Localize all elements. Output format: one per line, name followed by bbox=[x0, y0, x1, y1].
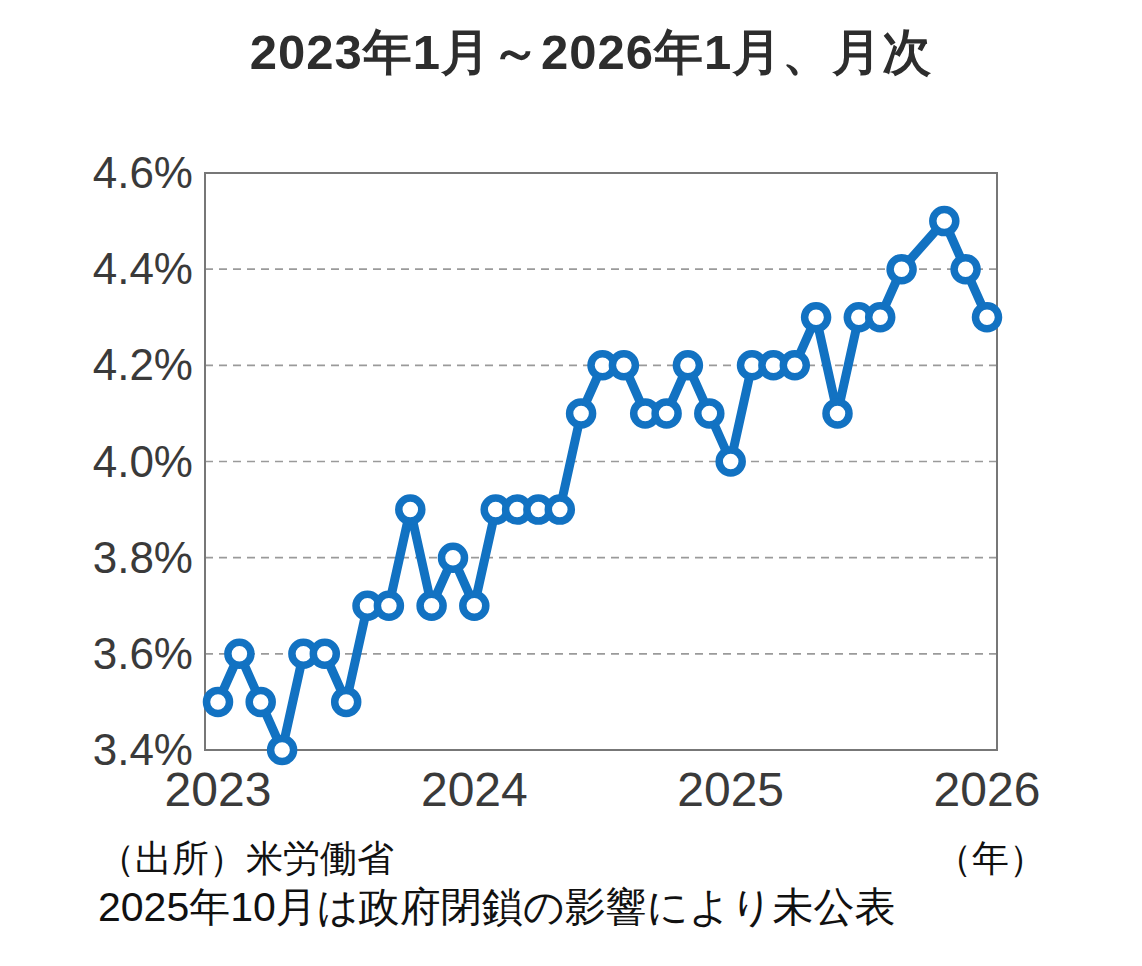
data-point-2023-10 bbox=[399, 498, 422, 521]
data-point-2025-05 bbox=[805, 306, 828, 329]
y-tick-3.8: 3.8% bbox=[25, 530, 193, 586]
data-point-2024-11 bbox=[676, 354, 699, 377]
unemployment-rate-line bbox=[218, 221, 987, 750]
data-point-2025-01 bbox=[719, 450, 742, 473]
data-point-2026-01 bbox=[976, 306, 999, 329]
y-tick-4: 4.0% bbox=[25, 434, 193, 490]
data-point-2023-03 bbox=[249, 690, 272, 713]
x-tick-2023: 2023 bbox=[153, 762, 283, 817]
data-point-2023-06 bbox=[313, 642, 336, 665]
data-point-2023-07 bbox=[335, 690, 358, 713]
data-point-2024-01 bbox=[463, 594, 486, 617]
x-tick-2024: 2024 bbox=[409, 762, 539, 817]
data-point-2023-01 bbox=[207, 690, 230, 713]
footnote-shutdown: 2025年10月は政府閉鎖の影響により未公表 bbox=[98, 880, 896, 935]
data-point-2023-04 bbox=[271, 739, 294, 762]
data-point-2025-12 bbox=[954, 258, 977, 281]
data-point-2024-06 bbox=[570, 402, 593, 425]
x-axis-unit-label: （年） bbox=[935, 834, 1046, 884]
data-point-2023-02 bbox=[228, 642, 251, 665]
data-point-2023-11 bbox=[420, 594, 443, 617]
data-point-2024-10 bbox=[655, 402, 678, 425]
data-point-2023-12 bbox=[442, 546, 465, 569]
y-tick-4.6: 4.6% bbox=[25, 145, 193, 201]
x-tick-2025: 2025 bbox=[666, 762, 796, 817]
y-tick-4.2: 4.2% bbox=[25, 337, 193, 393]
data-point-2025-09 bbox=[890, 258, 913, 281]
data-point-2024-08 bbox=[612, 354, 635, 377]
y-tick-4.4: 4.4% bbox=[25, 241, 193, 297]
data-point-2025-11 bbox=[933, 210, 956, 233]
source-note: （出所）米労働省 bbox=[98, 834, 394, 884]
x-tick-2026: 2026 bbox=[922, 762, 1052, 817]
data-point-2024-12 bbox=[698, 402, 721, 425]
data-point-2025-08 bbox=[869, 306, 892, 329]
data-point-2023-09 bbox=[377, 594, 400, 617]
data-point-2025-04 bbox=[783, 354, 806, 377]
data-point-2025-06 bbox=[826, 402, 849, 425]
y-tick-3.6: 3.6% bbox=[25, 626, 193, 682]
data-point-2024-05 bbox=[548, 498, 571, 521]
